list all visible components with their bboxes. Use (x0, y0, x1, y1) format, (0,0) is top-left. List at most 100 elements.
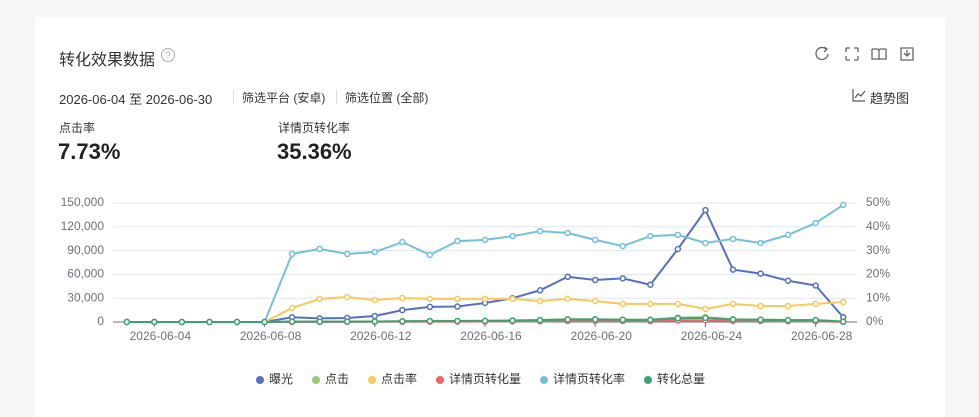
legend-label: 曝光 (269, 372, 293, 386)
point (536, 227, 544, 235)
svg-text:?: ? (165, 51, 171, 62)
y2-tick-label: 10% (866, 290, 890, 304)
divider (336, 90, 337, 104)
point (757, 270, 764, 277)
point (591, 297, 599, 305)
point (454, 237, 461, 245)
point (426, 251, 434, 259)
x-tick-label: 2026-06-04 (130, 329, 192, 343)
y-tick-label: 90,000 (67, 243, 104, 257)
point (784, 316, 792, 324)
point (729, 300, 737, 308)
point (729, 266, 737, 273)
point (564, 295, 571, 303)
metric-label: 详情页转化率 (278, 121, 351, 135)
point (702, 239, 709, 247)
divider (233, 90, 234, 104)
x-tick-label: 2026-06-12 (350, 329, 412, 343)
metric-label: 点击率 (59, 121, 96, 135)
point (564, 273, 571, 281)
point (206, 318, 213, 326)
legend-label: 详情页转化量 (449, 371, 521, 386)
y-tick-label: 0 (97, 314, 104, 328)
point (399, 238, 406, 246)
point (123, 318, 131, 326)
help-icon[interactable]: ? (160, 47, 176, 63)
legend-label: 点击率 (381, 371, 417, 386)
point (371, 296, 379, 304)
point (316, 318, 323, 325)
x-tick-label: 2026-06-24 (681, 329, 743, 343)
point (288, 318, 296, 325)
x-tick-label: 2026-06-16 (460, 329, 522, 343)
x-tick-label: 2026-06-28 (791, 329, 853, 343)
point (288, 250, 296, 258)
y-tick-label: 150,000 (61, 195, 105, 209)
point (454, 295, 461, 303)
point (343, 318, 351, 325)
legend-marker (540, 376, 548, 384)
legend-marker (312, 376, 320, 384)
legend-label: 详情页转化率 (553, 371, 625, 386)
point (702, 314, 709, 322)
filter-platform[interactable]: 筛选平台 (安卓) (242, 91, 326, 105)
y-tick-label: 60,000 (67, 267, 104, 281)
y2-tick-label: 50% (866, 195, 890, 209)
point (839, 201, 847, 209)
point (702, 206, 709, 214)
x-tick-label: 2026-06-08 (240, 329, 302, 343)
point (647, 316, 654, 324)
view-toggle[interactable]: 趋势图 (870, 91, 910, 106)
point (399, 306, 406, 314)
point (371, 318, 379, 325)
point (288, 304, 296, 312)
point (371, 248, 379, 256)
point (757, 239, 764, 247)
point (316, 245, 323, 253)
point (674, 231, 682, 239)
point (426, 303, 434, 311)
legend-label: 转化总量 (657, 371, 705, 386)
point (674, 314, 682, 322)
point (757, 302, 764, 310)
point (371, 312, 379, 320)
point (536, 316, 544, 324)
point (647, 300, 654, 308)
y2-tick-label: 0% (866, 314, 884, 328)
point (839, 298, 847, 306)
filter-position[interactable]: 筛选位置 (全部) (345, 91, 429, 105)
point (426, 295, 434, 303)
point (674, 300, 682, 308)
y2-tick-label: 30% (866, 243, 890, 257)
point (619, 275, 627, 282)
toolbar-icons[interactable] (813, 45, 923, 63)
trend-icon[interactable] (852, 88, 866, 102)
point (702, 305, 709, 313)
point (839, 318, 847, 325)
legend-label: 点击 (325, 372, 349, 386)
y2-tick-label: 20% (866, 267, 890, 281)
point (591, 236, 599, 244)
point (536, 287, 544, 294)
legend-marker (644, 376, 652, 384)
point (812, 300, 819, 308)
point (674, 245, 682, 253)
point (784, 231, 792, 239)
point (426, 317, 434, 325)
point (564, 316, 571, 323)
point (343, 293, 351, 301)
point (316, 295, 323, 303)
point (233, 318, 241, 326)
x-tick-label: 2026-06-20 (571, 329, 633, 343)
point (509, 232, 516, 240)
point (399, 294, 406, 302)
point (812, 219, 819, 227)
point (536, 297, 544, 305)
point (757, 316, 764, 324)
date-range[interactable]: 2026-06-04 至 2026-06-30 (59, 92, 213, 107)
metric-value: 35.36% (277, 139, 352, 164)
point (564, 229, 571, 237)
point (619, 316, 627, 324)
